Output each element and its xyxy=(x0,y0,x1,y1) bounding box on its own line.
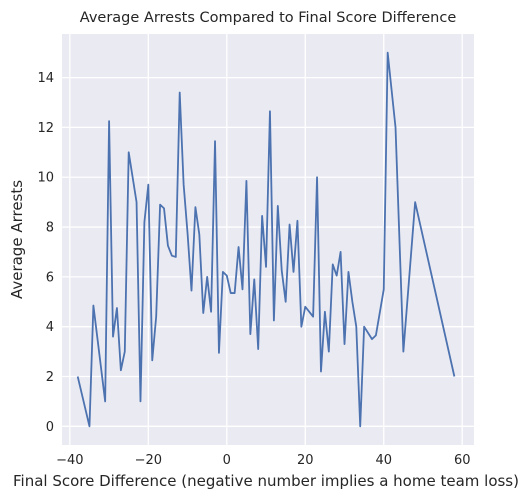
x-tick-label: 40 xyxy=(375,453,392,468)
x-tick-labels: −40 −20 0 20 40 60 xyxy=(56,453,470,468)
y-axis-label: Average Arrests xyxy=(8,180,26,299)
y-tick-label: 0 xyxy=(46,420,54,435)
x-tick-label: 20 xyxy=(297,453,314,468)
series-line xyxy=(76,51,456,428)
y-tick-labels: 0 2 4 6 8 10 12 14 xyxy=(37,71,54,435)
x-tick-label: −20 xyxy=(135,453,162,468)
chart-title: Average Arrests Compared to Final Score … xyxy=(80,10,457,26)
series-layer xyxy=(76,51,456,428)
gridlines xyxy=(62,34,474,445)
x-axis-label: Final Score Difference (negative number … xyxy=(13,472,519,490)
y-tick-label: 4 xyxy=(46,320,54,335)
x-tick-label: 0 xyxy=(223,453,231,468)
x-tick-label: 60 xyxy=(454,453,471,468)
y-tick-label: 10 xyxy=(37,171,54,186)
y-tick-label: 2 xyxy=(46,370,54,385)
y-tick-label: 14 xyxy=(37,71,54,86)
y-tick-label: 6 xyxy=(46,270,54,285)
x-tick-label: −40 xyxy=(56,453,83,468)
y-tick-label: 12 xyxy=(37,121,54,136)
y-tick-label: 8 xyxy=(46,221,54,236)
